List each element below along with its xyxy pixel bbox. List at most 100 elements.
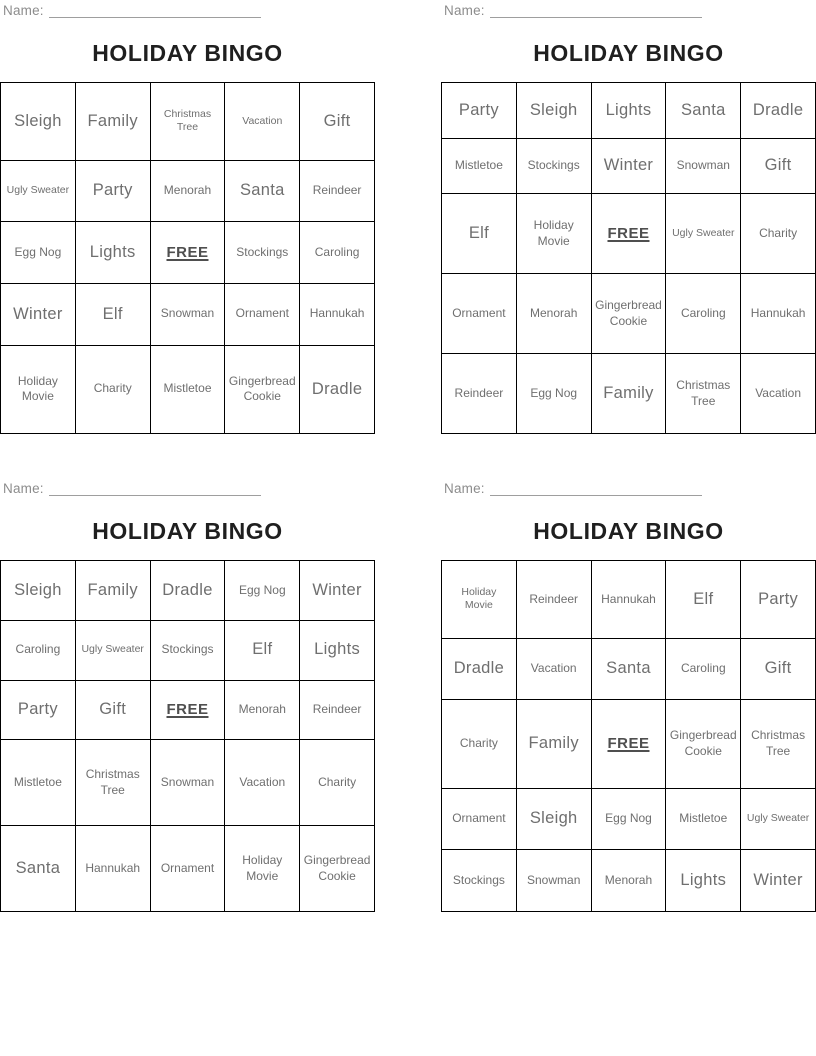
bingo-cell-label: Gift [323, 111, 351, 130]
bingo-cell-label: Gingerbread Cookie [303, 852, 371, 883]
bingo-grid-row: Santa Hannukah Ornament Holiday Movie Ginger… [0, 825, 375, 912]
bingo-cell: Charity [740, 193, 816, 275]
card-title: HOLIDAY BINGO [533, 40, 724, 66]
bingo-cell: Ugly Sweater [0, 159, 76, 223]
bingo-cell: Sleigh [0, 560, 76, 621]
bingo-cell-label: Ornament [452, 811, 506, 826]
bingo-cell: Holiday Movie [224, 825, 301, 912]
bingo-cell: Stockings [224, 221, 301, 284]
bingo-cell-label: Dradle [162, 580, 213, 599]
bingo-cell: Santa [224, 159, 301, 223]
bingo-cell: Elf [441, 193, 517, 275]
bingo-cell-label: Holiday Movie [533, 218, 574, 248]
bingo-cell-label: Charity [759, 225, 798, 240]
bingo-cell-label: Gift [764, 156, 792, 175]
bingo-cell: Snowman [665, 137, 742, 195]
bingo-cell-label: Elf [693, 589, 714, 608]
bingo-cell: Snowman [515, 849, 592, 912]
bingo-cell: Family [74, 82, 151, 161]
bingo-cell: Family [515, 699, 592, 789]
bingo-cell: Sleigh [515, 82, 592, 139]
bingo-cell: Gift [74, 679, 151, 741]
bingo-cell: Charity [74, 344, 151, 435]
bingo-cell: Winter [0, 282, 76, 346]
bingo-cell: Gift [740, 137, 816, 195]
bingo-cell: Menorah [590, 849, 667, 912]
bingo-cell-label: Ornament [235, 306, 289, 321]
bingo-cell-label: Family [87, 580, 138, 599]
bingo-cell: Christmas Tree [149, 82, 226, 161]
bingo-cell: Gingerbread Cookie [224, 344, 301, 435]
bingo-cell: Mistletoe [0, 739, 76, 827]
bingo-cell-label: Santa [680, 100, 726, 119]
bingo-grid-row: Dradle Vacation Santa Caroling Gift [441, 637, 816, 701]
bingo-cell: Gingerbread Cookie [299, 825, 375, 912]
bingo-cell-label: Reindeer [312, 702, 362, 717]
bingo-cell: Snowman [149, 282, 226, 346]
bingo-cell: Santa [0, 825, 76, 912]
bingo-cell-label: Vacation [239, 774, 286, 789]
bingo-grid-row: Caroling Ugly Sweater Stockings Elf Lights [0, 619, 375, 681]
bingo-cell-label: Sleigh [529, 100, 578, 119]
bingo-cell: Stockings [515, 137, 592, 195]
bingo-cell-label: Elf [468, 224, 489, 243]
bingo-grid-row: Stockings Snowman Menorah Lights Winter [441, 849, 816, 912]
bingo-cell: Mistletoe [441, 137, 517, 195]
bingo-cell: Dradle [149, 560, 226, 621]
bingo-cell-label: Ugly Sweater [6, 184, 70, 197]
bingo-cell: Mistletoe [149, 344, 226, 435]
bingo-cell: Hannukah [74, 825, 151, 912]
bingo-cell-label: Lights [314, 640, 361, 659]
name-label: Name: [444, 481, 485, 496]
bingo-cell: Elf [224, 619, 301, 681]
bingo-cell: Elf [665, 560, 742, 639]
bingo-grid-row: Ornament Sleigh Egg Nog Mistletoe Ugly Sweat… [441, 787, 816, 851]
free-cell: FREE [590, 699, 667, 789]
bingo-cell: Egg Nog [515, 353, 592, 434]
bingo-cell-label: Charity [93, 381, 132, 396]
bingo-cell-label: Menorah [530, 305, 578, 320]
bingo-cell-label: Party [92, 181, 133, 200]
bingo-cell-label: Ugly Sweater [672, 226, 735, 239]
bingo-cell-label: Mistletoe [13, 774, 62, 789]
bingo-cell-label: Lights [605, 100, 652, 119]
bingo-cell-label: Stockings [161, 642, 214, 657]
bingo-cell-label: Holiday Movie [17, 373, 58, 404]
bingo-cell-label: Mistletoe [163, 381, 212, 396]
bingo-cell: Winter [590, 137, 667, 195]
bingo-cell: Vacation [224, 82, 301, 161]
bingo-cell: Dradle [299, 344, 375, 435]
name-blank-line [489, 482, 702, 496]
card-title: HOLIDAY BINGO [92, 518, 283, 544]
bingo-cell: Charity [299, 739, 375, 827]
bingo-cell: Gingerbread Cookie [665, 699, 742, 789]
bingo-cell: Egg Nog [224, 560, 301, 621]
bingo-cell-label: Charity [318, 774, 357, 789]
bingo-cell: Holiday Movie [441, 560, 517, 639]
bingo-cell: Vacation [740, 353, 816, 434]
bingo-cell-label: Menorah [163, 183, 212, 198]
bingo-cell-label: Egg Nog [238, 582, 286, 597]
bingo-cell: Mistletoe [665, 787, 742, 851]
card-title: HOLIDAY BINGO [533, 518, 724, 544]
bingo-cell-label: Winter [13, 304, 63, 323]
bingo-cell: Winter [299, 560, 375, 621]
bingo-cell-label: FREE [607, 225, 650, 243]
bingo-cell: Vacation [224, 739, 301, 827]
bingo-cell-label: FREE [166, 701, 209, 719]
bingo-cell-label: Holiday Movie [461, 585, 497, 612]
bingo-cell-label: Egg Nog [14, 244, 62, 259]
bingo-cell-label: Party [758, 589, 799, 608]
name-field: Name: [444, 481, 702, 496]
name-label: Name: [3, 3, 44, 18]
bingo-grid-row: Charity Family FREE Gingerbread Cookie Chris… [441, 699, 816, 789]
bingo-cell-label: Stockings [527, 158, 580, 173]
bingo-cell: Family [74, 560, 151, 621]
name-field: Name: [3, 481, 261, 496]
name-blank-line [48, 4, 261, 18]
bingo-cell-label: Santa [15, 858, 61, 877]
bingo-grid: Holiday Movie Reindeer Hannukah Elf Party Dra… [441, 560, 816, 912]
bingo-grid-row: Sleigh Family Dradle Egg Nog Winter [0, 560, 375, 621]
bingo-cell-label: Caroling [680, 661, 726, 676]
bingo-cell-label: Snowman [676, 158, 730, 173]
